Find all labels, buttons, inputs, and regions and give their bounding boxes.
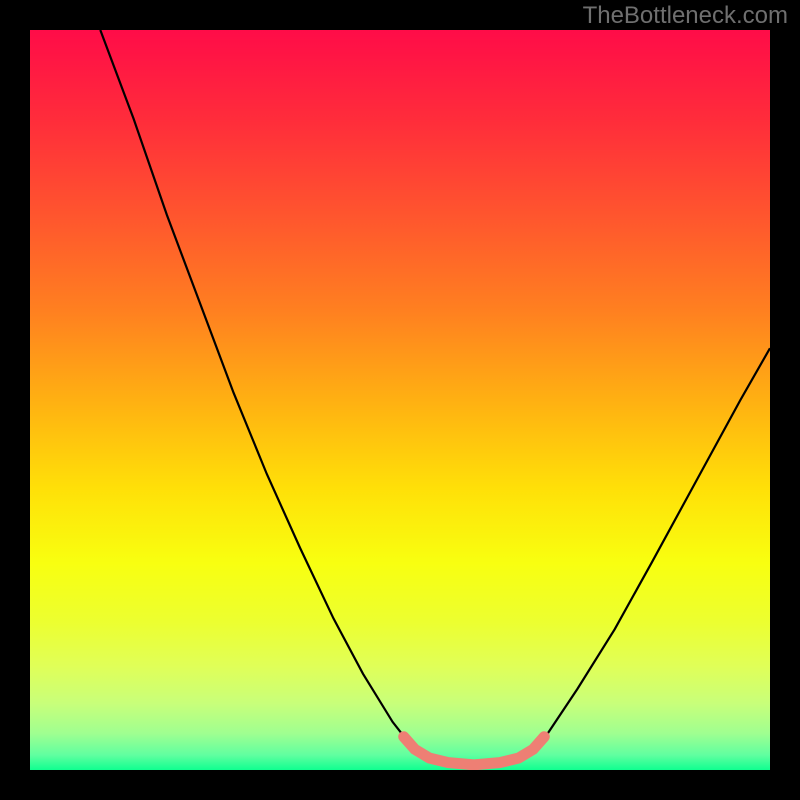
curve-layer (30, 30, 770, 770)
bottleneck-curve (100, 30, 770, 767)
watermark-text: TheBottleneck.com (583, 2, 788, 30)
chart-canvas: TheBottleneck.com (0, 0, 800, 800)
plot-area (30, 30, 770, 770)
optimal-range-highlight (404, 737, 545, 765)
